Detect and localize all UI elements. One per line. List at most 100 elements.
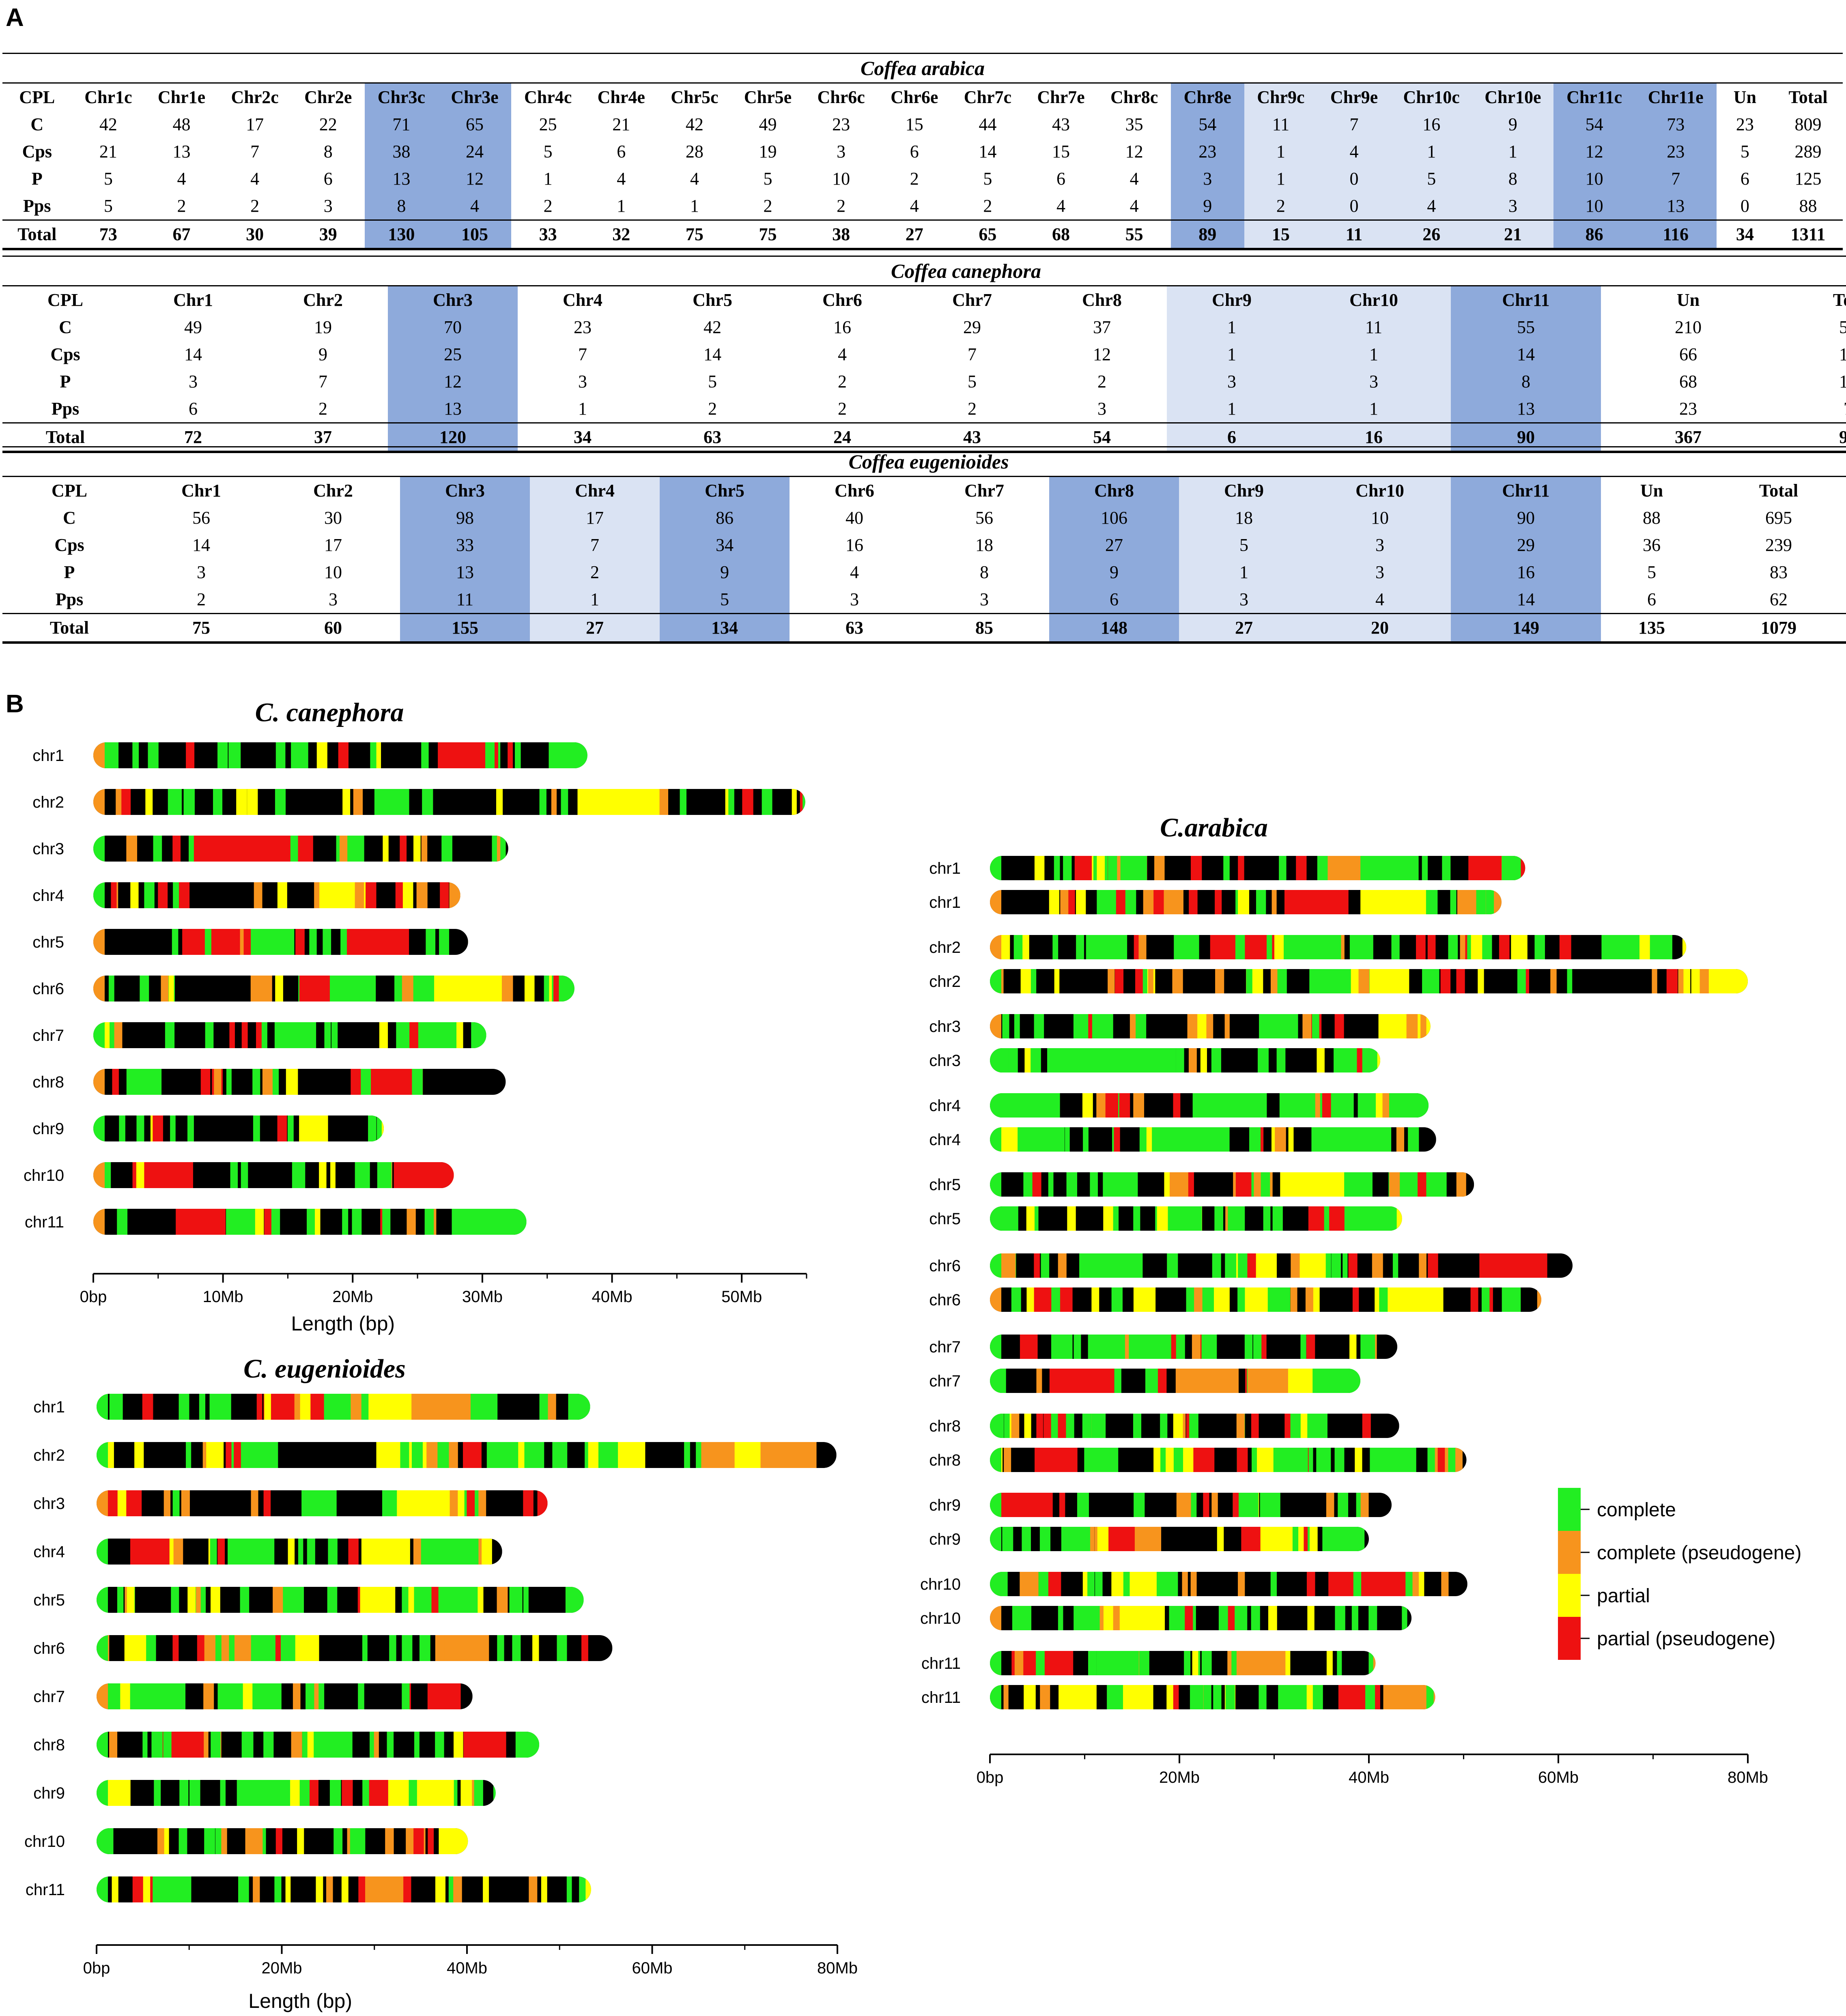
- gene-marker: [1000, 935, 1010, 959]
- gene-marker: [1172, 969, 1183, 993]
- chromosome-bar: [97, 1539, 502, 1565]
- table-cell: 4: [850, 562, 859, 582]
- chromosome-bar: [990, 856, 1525, 880]
- gene-marker: [450, 1490, 458, 1516]
- gene-marker: [187, 1587, 196, 1613]
- chromosome-bar: [93, 1209, 527, 1235]
- gene-marker: [1456, 969, 1465, 993]
- chromosome-bar: [990, 1651, 1376, 1675]
- gene-marker: [302, 1115, 308, 1141]
- table-cell: 37: [1093, 317, 1111, 337]
- gene-marker: [238, 1876, 249, 1902]
- table-cell: Chr8: [1049, 476, 1179, 504]
- gene-marker: [1225, 1253, 1237, 1278]
- gene-marker: [97, 1394, 108, 1420]
- gene-marker: [243, 1683, 253, 1709]
- legend-label: complete (pseudogene): [1597, 1542, 1801, 1564]
- gene-marker: [1279, 1093, 1350, 1118]
- gene-marker: [1200, 1048, 1207, 1072]
- table-cell: Chr1: [128, 285, 258, 314]
- table-cell: 12: [1125, 142, 1143, 161]
- chromosome-label: chr3: [929, 1052, 961, 1070]
- genome-title: C. eugenioides: [243, 1354, 406, 1384]
- table-cell: 239: [1765, 535, 1792, 555]
- gene-marker: [97, 1635, 108, 1661]
- gene-marker: [1004, 1414, 1010, 1438]
- table-cell: Un: [1716, 82, 1774, 111]
- gene-marker: [424, 1209, 434, 1235]
- table-cell: 155: [400, 613, 530, 644]
- chromosome-label: chr9: [32, 1120, 64, 1138]
- table-cell: 11: [400, 586, 530, 614]
- table-cell: 4: [617, 169, 626, 189]
- chromosome-label: chr5: [33, 1591, 65, 1609]
- gene-marker: [179, 1828, 187, 1854]
- gene-marker: [515, 1732, 524, 1758]
- gene-marker: [1362, 1414, 1371, 1438]
- row-label: C: [59, 317, 72, 337]
- gene-marker: [990, 1369, 1001, 1393]
- gene-marker: [275, 789, 286, 815]
- gene-marker: [1049, 1369, 1114, 1393]
- gene-marker: [428, 1828, 434, 1854]
- gene-marker: [158, 882, 168, 908]
- gene-marker: [1039, 1527, 1051, 1551]
- gene-marker: [456, 1022, 463, 1048]
- gene-marker: [288, 1539, 295, 1565]
- gene-marker: [514, 742, 521, 768]
- gene-marker: [1235, 935, 1245, 959]
- gene-marker: [400, 1442, 409, 1468]
- gene-marker: [230, 1162, 238, 1188]
- gene-marker: [1160, 1414, 1168, 1438]
- gene-marker: [1190, 1685, 1197, 1709]
- gene-marker: [1040, 1685, 1050, 1709]
- gene-marker: [1238, 1253, 1248, 1278]
- table-cell: 3: [837, 142, 846, 161]
- gene-marker: [585, 1876, 591, 1902]
- gene-marker: [1164, 1048, 1173, 1072]
- gene-marker: [271, 1683, 278, 1709]
- table-cell: 23: [832, 114, 850, 134]
- gene-marker: [1193, 1448, 1215, 1472]
- gene-marker: [1238, 856, 1244, 880]
- gene-marker: [153, 836, 162, 862]
- table-cell: 62: [1770, 589, 1788, 609]
- gene-marker: [1234, 1206, 1241, 1231]
- chromosome-label: chr1: [929, 894, 961, 911]
- table-cell: 23: [1736, 114, 1754, 134]
- gene-marker: [1317, 856, 1328, 880]
- gene-marker: [435, 1876, 445, 1902]
- table-cell: 7: [578, 344, 587, 364]
- x-tick-label: 50Mb: [721, 1288, 762, 1306]
- legend-label: partial (pseudogene): [1597, 1628, 1775, 1650]
- gene-marker: [1052, 935, 1059, 959]
- gene-marker: [1299, 1448, 1308, 1472]
- gene-marker: [1233, 1493, 1239, 1517]
- chromosome-label: chr11: [921, 1689, 961, 1707]
- gene-marker: [1031, 1048, 1041, 1072]
- gene-marker: [1060, 890, 1069, 914]
- table-cell: 40: [846, 508, 863, 528]
- table-cell: Chr9c: [1244, 82, 1318, 111]
- gene-marker: [420, 1587, 430, 1613]
- table-cell: Chr10e: [1472, 82, 1554, 111]
- gene-marker: [250, 976, 272, 1002]
- table-cell: 4: [910, 196, 919, 216]
- gene-marker: [1079, 1253, 1143, 1278]
- gene-marker: [1026, 1206, 1035, 1231]
- gene-marker: [1274, 935, 1284, 959]
- chromosome-bar: [990, 1172, 1474, 1197]
- table-cell: 3: [1179, 586, 1309, 614]
- gene-marker: [1066, 1414, 1074, 1438]
- gene-marker: [402, 1635, 413, 1661]
- gene-marker: [297, 1162, 306, 1188]
- gene-marker: [392, 1780, 400, 1806]
- gene-marker: [1307, 1606, 1315, 1630]
- gene-marker: [1173, 1572, 1178, 1596]
- gene-marker: [342, 929, 409, 955]
- gene-marker: [93, 929, 105, 955]
- gene-marker: [97, 1539, 108, 1565]
- gene-marker: [164, 1490, 171, 1516]
- gene-marker: [539, 789, 546, 815]
- gene-marker: [1059, 1493, 1065, 1517]
